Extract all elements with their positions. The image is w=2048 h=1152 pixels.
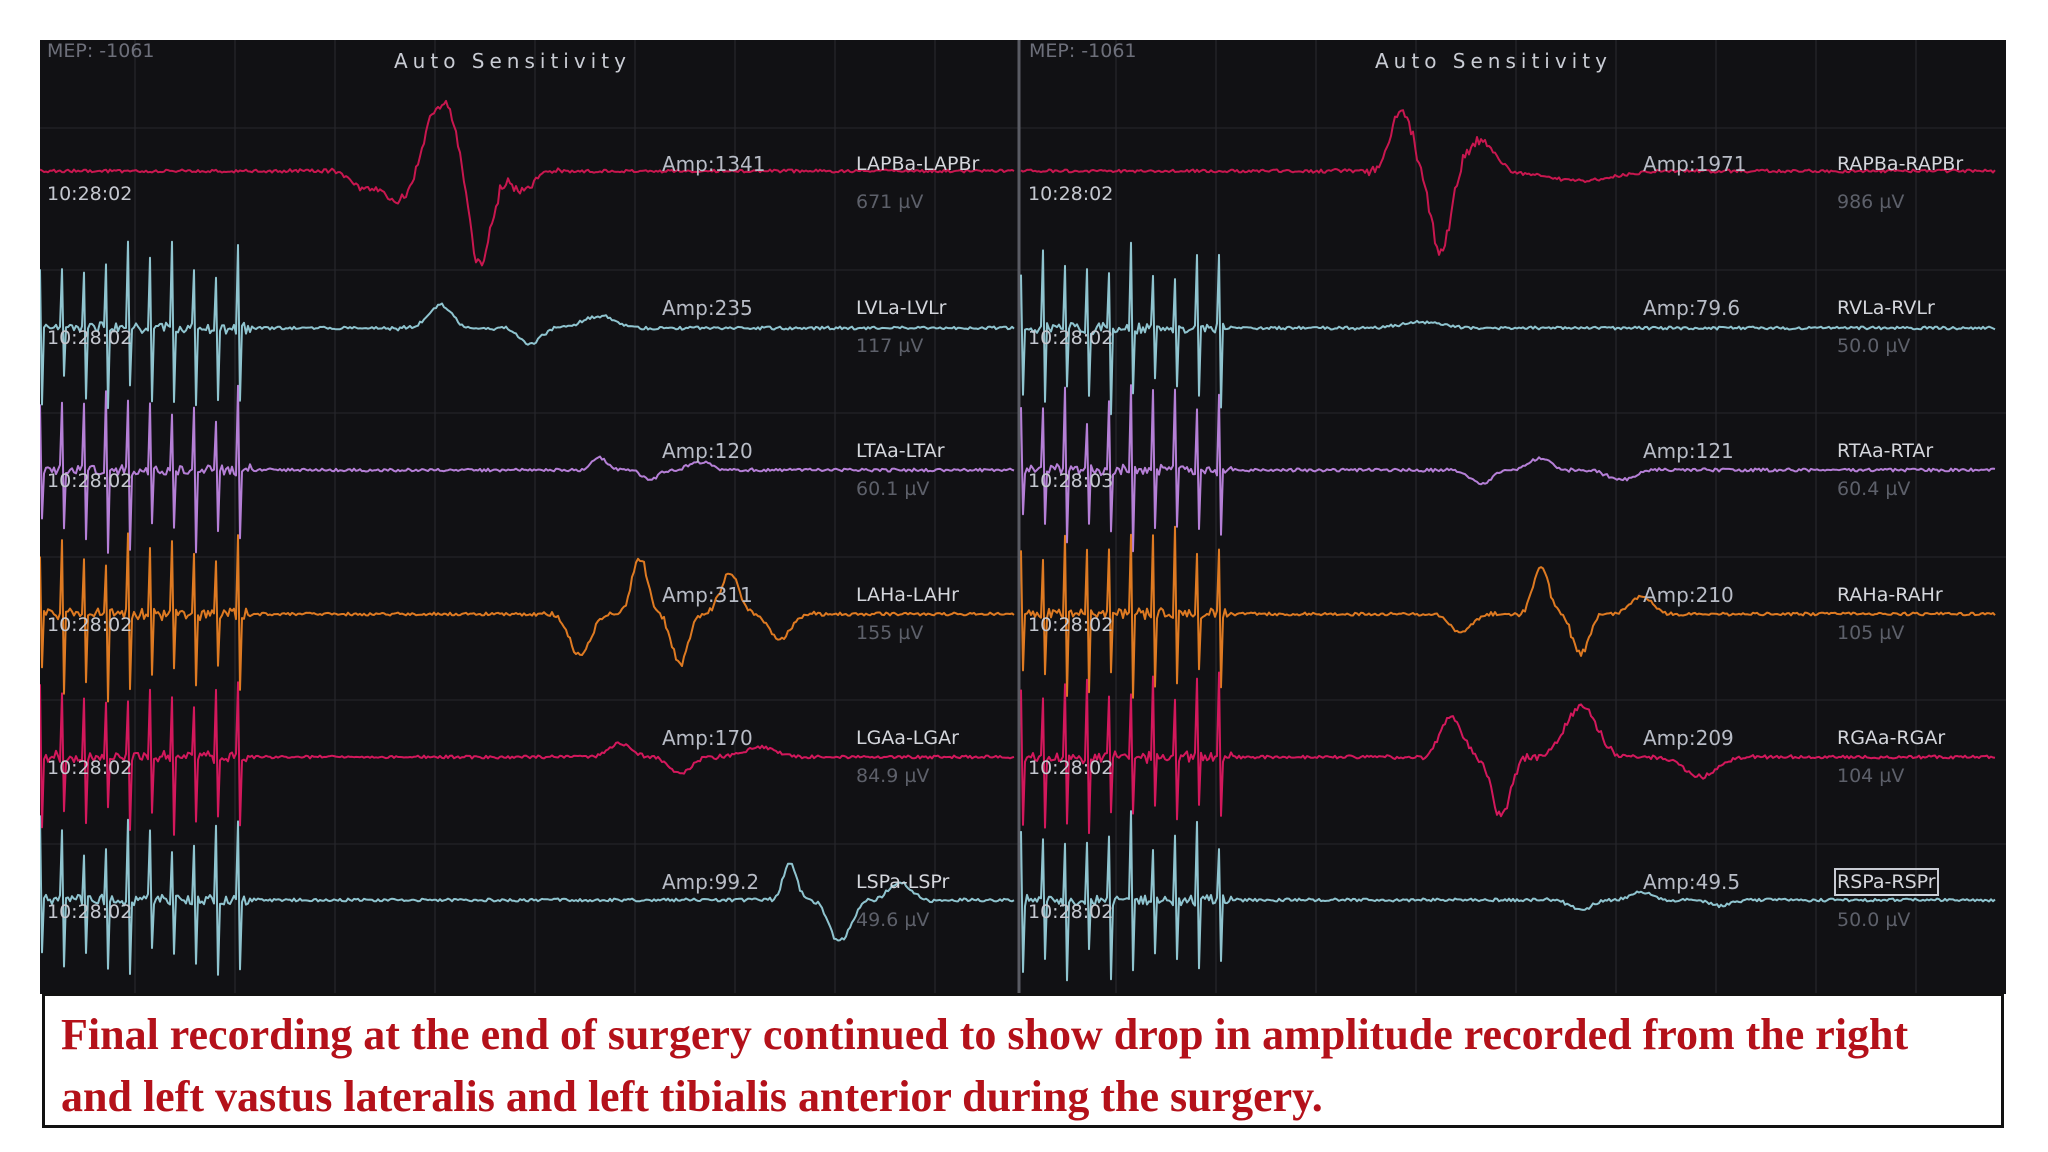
channel-label: RGAa-RGAr bbox=[1837, 727, 1946, 749]
timestamp: 10:28:02 bbox=[47, 327, 133, 349]
timestamp: 10:28:02 bbox=[47, 614, 133, 636]
amp-value: Amp:210 bbox=[1643, 583, 1734, 607]
waveform-trace bbox=[40, 240, 1015, 410]
amp-value: Amp:170 bbox=[662, 726, 753, 750]
amp-value: Amp:121 bbox=[1643, 439, 1734, 463]
channel-label: LGAa-LGAr bbox=[856, 727, 959, 749]
waveform-trace bbox=[40, 99, 1015, 267]
channel-label: LAHa-LAHr bbox=[856, 584, 959, 606]
waveform-trace bbox=[40, 815, 1015, 976]
timestamp: 10:28:03 bbox=[1028, 470, 1114, 492]
timestamp: 10:28:02 bbox=[1028, 327, 1114, 349]
scale-value: 60.1 µV bbox=[856, 478, 930, 500]
waveform-trace bbox=[40, 681, 1015, 836]
channel-label: RAPBa-RAPBr bbox=[1837, 153, 1964, 175]
amp-value: Amp:99.2 bbox=[662, 870, 760, 894]
scale-value: 671 µV bbox=[856, 191, 924, 213]
scale-value: 50.0 µV bbox=[1837, 909, 1911, 931]
timestamp: 10:28:02 bbox=[1028, 757, 1114, 779]
timestamp: 10:28:02 bbox=[47, 183, 133, 205]
timestamp: 10:28:02 bbox=[1028, 614, 1114, 636]
timestamp: 10:28:02 bbox=[47, 470, 133, 492]
auto-sensitivity-label-right: Auto Sensitivity bbox=[1375, 49, 1612, 73]
channel-label: LTAa-LTAr bbox=[856, 440, 945, 462]
channel-label: LSPa-LSPr bbox=[856, 871, 950, 893]
waveform-trace bbox=[1020, 671, 1996, 835]
emg-monitor-display: MEP: -1061 Auto Sensitivity Amp:1341 LAP… bbox=[40, 40, 2006, 994]
waveform-trace bbox=[40, 532, 1015, 703]
timestamp: 10:28:02 bbox=[47, 757, 133, 779]
amp-value: Amp:209 bbox=[1643, 726, 1734, 750]
scale-value: 155 µV bbox=[856, 622, 924, 644]
mep-readout-left: MEP: -1061 bbox=[47, 40, 155, 62]
channel-label: LAPBa-LAPBr bbox=[856, 153, 980, 175]
scale-value: 117 µV bbox=[856, 335, 924, 357]
scale-value: 104 µV bbox=[1837, 765, 1905, 787]
timestamp: 10:28:02 bbox=[47, 901, 133, 923]
caption-box: Final recording at the end of surgery co… bbox=[42, 993, 2004, 1128]
timestamp: 10:28:02 bbox=[1028, 183, 1114, 205]
amp-value: Amp:79.6 bbox=[1643, 296, 1741, 320]
scale-value: 105 µV bbox=[1837, 622, 1905, 644]
waveform-trace bbox=[1020, 810, 1996, 982]
caption-text: Final recording at the end of surgery co… bbox=[61, 1010, 1909, 1121]
waveform-trace bbox=[1020, 109, 1996, 256]
waveform-trace bbox=[1020, 241, 1996, 416]
amp-value: Amp:49.5 bbox=[1643, 870, 1741, 894]
channel-label: RAHa-RAHr bbox=[1837, 584, 1943, 606]
channel-label: RVLa-RVLr bbox=[1837, 297, 1935, 319]
scale-value: 60.4 µV bbox=[1837, 478, 1911, 500]
mep-readout-right: MEP: -1061 bbox=[1029, 40, 1137, 62]
scale-value: 49.6 µV bbox=[856, 909, 930, 931]
timestamp: 10:28:02 bbox=[1028, 901, 1114, 923]
amp-value: Amp:1971 bbox=[1643, 152, 1747, 176]
amp-value: Amp:120 bbox=[662, 439, 753, 463]
waveform-trace bbox=[1020, 525, 1996, 699]
channel-label-selected[interactable]: RSPa-RSPr bbox=[1834, 868, 1939, 896]
scale-value: 84.9 µV bbox=[856, 765, 930, 787]
channel-label: RTAa-RTAr bbox=[1837, 440, 1934, 462]
waveform-trace bbox=[40, 384, 1015, 554]
amp-value: Amp:235 bbox=[662, 296, 753, 320]
waveform-trace bbox=[1020, 384, 1996, 553]
auto-sensitivity-label-left: Auto Sensitivity bbox=[394, 49, 631, 73]
scale-value: 50.0 µV bbox=[1837, 335, 1911, 357]
amp-value: Amp:1341 bbox=[662, 152, 766, 176]
scale-value: 986 µV bbox=[1837, 191, 1905, 213]
waveform-canvas bbox=[40, 40, 2006, 994]
amp-value: Amp:311 bbox=[662, 583, 753, 607]
channel-label: LVLa-LVLr bbox=[856, 297, 947, 319]
